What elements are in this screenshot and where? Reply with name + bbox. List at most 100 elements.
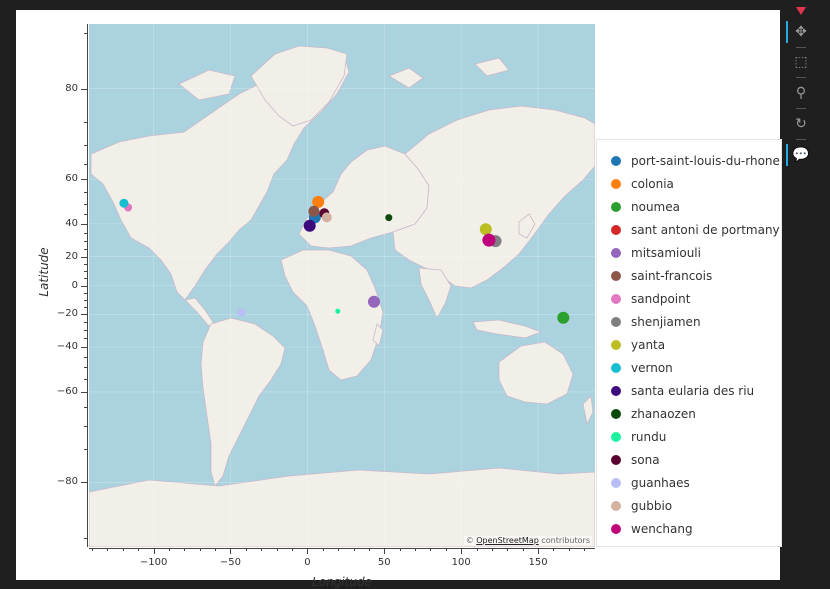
pan-icon: ✥ [795,24,807,40]
landmass-japan [518,213,536,239]
legend-item[interactable]: zhanaozen [611,402,696,425]
x-minor-tick [276,548,278,551]
y-minor-tick [84,232,87,234]
legend-swatch [611,316,621,327]
x-minor-tick [568,548,570,551]
legend-label: sandpoint [631,291,691,306]
x-minor-tick [168,548,170,551]
y-tick-label: −80 [56,476,78,488]
x-tick-label: 0 [304,557,311,568]
legend-item[interactable]: rundu [611,425,666,448]
marker-yanta[interactable] [479,223,492,236]
legend-item[interactable]: noumea [611,195,680,218]
marker-vernon[interactable] [119,198,129,208]
x-minor-tick [261,548,263,551]
map-view[interactable]: © OpenStreetMap contributors [89,24,595,547]
box-zoom-icon: ⬚ [794,54,808,70]
x-tick [153,548,155,554]
marker-rundu[interactable] [335,308,341,314]
legend-item[interactable]: saint-francois [611,264,712,287]
plot-panel: −80 −60 −40 −20 0 20 40 60 80 −100 −50 0 50 100 150 L… [16,10,782,589]
marker-saint-francois[interactable] [308,205,320,217]
y-minor-tick [84,145,87,147]
pan-tool-button[interactable]: ✥ [786,21,816,43]
legend-item[interactable]: gubbio [611,494,672,517]
legend-item[interactable]: sona [611,448,660,471]
y-minor-tick [84,264,87,266]
y-tick-label: 40 [65,217,78,229]
legend-item[interactable]: guanhaes [611,471,690,494]
y-minor-tick [84,278,87,280]
y-minor-tick [84,321,87,323]
x-minor-tick [476,548,478,551]
x-minor-tick [138,548,140,551]
legend-label: gubbio [631,498,673,513]
reset-tool-button[interactable]: ↻ [786,113,816,135]
x-minor-tick [245,548,247,551]
legend-item[interactable]: yanta [611,333,665,356]
legend-item[interactable]: mitsamiouli [611,241,701,264]
landmass-madagascar [372,323,384,347]
marker-gubbio[interactable] [321,212,332,223]
wheel-zoom-tool-button[interactable]: ⚲ [786,82,816,104]
y-tick-label: 0 [71,279,78,291]
y-tick [81,285,87,287]
legend-swatch [611,201,621,212]
toolbar-separator [796,47,806,48]
legend-label: yanta [631,337,666,352]
box-zoom-tool-button[interactable]: ⬚ [786,51,816,73]
marker-colonia[interactable] [312,195,325,208]
marker-santa-eularia-des-riu[interactable] [303,219,316,232]
legend-swatch [611,408,621,419]
legend-item[interactable]: santa eularia des riu [611,379,754,402]
legend-label: guanhaes [631,475,690,490]
legend-label: zhanaozen [631,406,696,421]
y-minor-tick [84,538,87,540]
map-attribution: © OpenStreetMap contributors [463,536,592,545]
legend-swatch [611,247,621,258]
wheel-zoom-icon: ⚲ [795,85,807,101]
x-minor-tick [368,548,370,551]
x-tick [307,548,309,554]
y-minor-tick [84,407,87,409]
x-minor-tick [107,548,109,551]
legend-label: shenjiamen [631,314,701,329]
legend-item[interactable]: port-saint-louis-du-rhone [611,149,780,172]
legend-label: noumea [631,199,680,214]
legend-item[interactable]: sant antoni de portmany [611,218,780,241]
x-tick [230,548,232,554]
legend-swatch [611,477,621,488]
landmass-new-zealand [582,395,594,426]
legend-label: wenchang [631,521,693,536]
hover-tool-button[interactable]: 💬 [786,144,816,166]
x-tick [538,548,540,554]
legend-swatch [611,270,621,281]
x-axis-line [89,548,595,549]
marker-zhanaozen[interactable] [385,214,393,222]
legend-swatch [611,178,621,189]
osm-link[interactable]: OpenStreetMap [476,536,539,545]
legend-swatch [611,155,621,166]
marker-noumea[interactable] [557,311,570,324]
legend-label: colonia [631,176,674,191]
legend-label: sona [631,452,660,467]
y-tick [81,179,87,181]
toolbar-separator [796,139,806,140]
marker-wenchang[interactable] [482,233,496,247]
plot-toolbar: ✥ ⬚ ⚲ ↻ 💬 [786,0,816,180]
legend-item[interactable]: shenjiamen [611,310,701,333]
legend-item[interactable]: colonia [611,172,674,195]
x-minor-tick [584,548,586,551]
y-tick-label: 80 [65,82,78,94]
marker-mitsamiouli[interactable] [368,295,380,308]
marker-guanhaes[interactable] [237,308,246,317]
x-minor-tick [430,548,432,551]
legend-item[interactable]: wenchang [611,517,693,540]
legend-item[interactable]: vernon [611,356,673,379]
y-minor-tick [84,271,87,273]
x-minor-tick [338,548,340,551]
legend-item[interactable]: sandpoint [611,287,690,310]
y-minor-tick [84,338,87,340]
landmass-south-america [200,317,286,487]
legend-swatch [611,431,621,442]
